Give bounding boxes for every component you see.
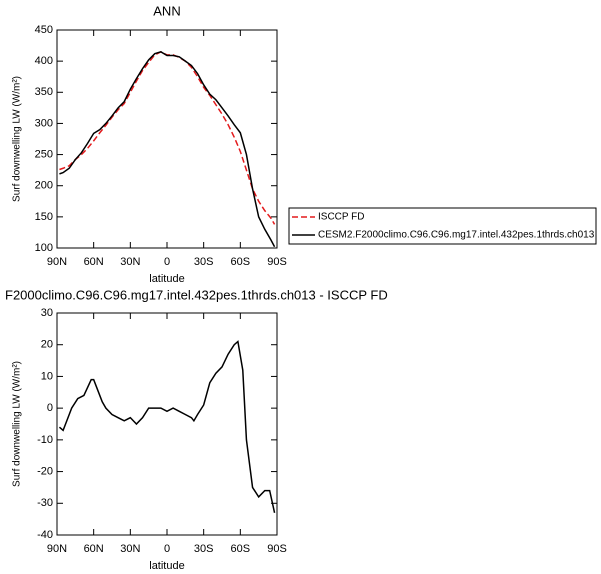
x-axis-label: latitude [149, 273, 184, 285]
y-tick-label: 100 [35, 242, 53, 254]
legend-label: CESM2.F2000climo.C96.C96.mg17.intel.432p… [318, 230, 595, 241]
chart-title: F2000climo.C96.C96.mg17.intel.432pes.1th… [5, 287, 388, 302]
x-tick-label: 60N [84, 256, 104, 268]
x-tick-label: 30N [120, 543, 140, 555]
x-tick-label: 90S [267, 256, 287, 268]
legend-label: ISCCP FD [318, 212, 365, 223]
x-tick-label: 90S [267, 543, 287, 555]
y-tick-label: -30 [37, 497, 53, 509]
plot-frame [56, 312, 278, 536]
y-axis-label: Surf downwelling LW (W/m²) [12, 76, 23, 202]
y-tick-label: -40 [37, 529, 53, 541]
y-tick-label: -20 [37, 465, 53, 477]
y-tick-label: 250 [35, 148, 53, 160]
y-tick-label: 450 [35, 24, 53, 36]
y-tick-label: 350 [35, 86, 53, 98]
x-tick-label: 60N [84, 543, 104, 555]
x-tick-label: 90N [47, 256, 67, 268]
y-axis-label: Surf downwelling LW (W/m²) [12, 361, 23, 487]
y-tick-label: 30 [41, 307, 53, 319]
x-tick-label: 90N [47, 543, 67, 555]
x-tick-label: 0 [164, 543, 170, 555]
x-tick-label: 30N [120, 256, 140, 268]
x-tick-label: 30S [194, 256, 214, 268]
x-tick-label: 60S [231, 256, 251, 268]
y-tick-label: 150 [35, 211, 53, 223]
y-tick-label: 300 [35, 117, 53, 129]
y-tick-label: -10 [37, 434, 53, 446]
y-tick-label: 0 [47, 402, 53, 414]
y-tick-label: 400 [35, 55, 53, 67]
data-line [58, 340, 276, 513]
x-axis-label: latitude [149, 560, 184, 572]
data-line [59, 50, 276, 248]
y-tick-label: 20 [41, 339, 53, 351]
y-tick-label: 200 [35, 180, 53, 192]
legend-box [288, 207, 597, 245]
x-tick-label: 30S [194, 543, 214, 555]
y-tick-label: 10 [41, 370, 53, 382]
x-tick-label: 0 [164, 256, 170, 268]
chart-title: ANN [153, 3, 180, 18]
plot-frame [56, 29, 278, 249]
x-tick-label: 60S [231, 543, 251, 555]
